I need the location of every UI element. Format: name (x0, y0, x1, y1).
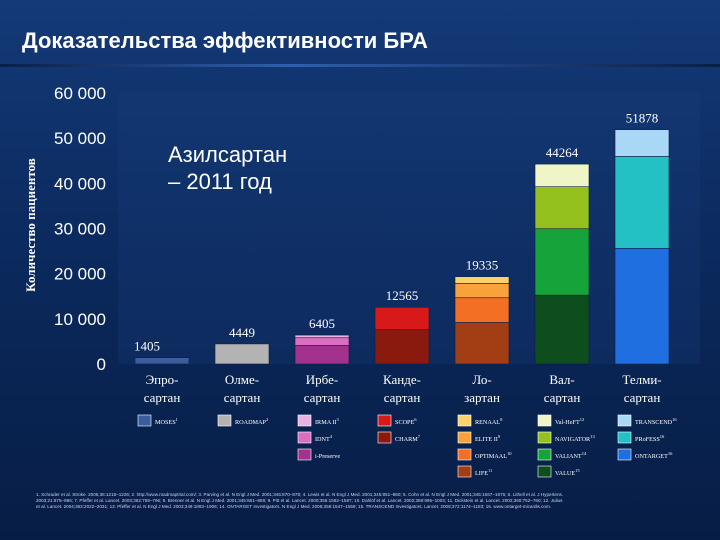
legend-label: RENAAL8 (475, 417, 503, 426)
bar-total-label: 4449 (229, 325, 255, 340)
category-label: Канде-сартан (383, 372, 421, 405)
y-tick-label: 60 000 (54, 84, 106, 103)
legend-swatch (537, 448, 552, 461)
legend-label: CHARM7 (395, 434, 421, 443)
bar-segment-value (534, 294, 590, 365)
bar-segment-roadmap (214, 343, 270, 365)
legend-label: VALUE15 (555, 468, 580, 477)
legend-swatch (137, 414, 152, 427)
y-tick-label: 0 (97, 355, 106, 374)
bar-segment-optimaal (454, 297, 510, 323)
bar-segment-irma-ii (294, 334, 350, 339)
legend-label: i-Preserve (315, 453, 340, 460)
legend-swatch (457, 448, 472, 461)
category-label: Ирбе-сартан (304, 372, 341, 405)
bar-segment-moses (134, 357, 190, 365)
category-label: Эпро-сартан (144, 372, 181, 405)
bar-total-label: 19335 (466, 258, 499, 273)
legend-swatch (617, 414, 632, 427)
category-label: Ло-зартан (464, 372, 500, 405)
legend-label: ELITE II9 (475, 434, 501, 443)
bar-total-label: 6405 (309, 316, 335, 331)
title-divider (0, 64, 720, 67)
bar-segment-ontarget (614, 247, 670, 365)
y-tick-label: 50 000 (54, 129, 106, 148)
legend-swatch (537, 465, 552, 478)
bar-segment-transcend (614, 129, 670, 157)
slide-title: Доказательства эффективности БРА (22, 28, 428, 53)
legend-label: OPTIMAAL10 (475, 451, 512, 460)
legend-swatch (377, 431, 392, 444)
legend-label: SCOPE6 (395, 417, 417, 426)
bar-segment-scope (374, 306, 430, 330)
bar-segment-life (454, 322, 510, 365)
bar-segment-i-preserve (294, 345, 350, 365)
references-footnote: 1. Schrader et al. Stroke. 2005;36:1218–… (36, 492, 564, 510)
legend-label: ROADMAP2 (235, 417, 268, 426)
bar-segment-renaal (454, 276, 510, 284)
legend-label: MOSES1 (155, 417, 178, 426)
legend-swatch (537, 431, 552, 444)
legend-label: VALIANT14 (555, 451, 587, 460)
legend-label: TRANSCEND16 (635, 417, 677, 426)
legend-swatch (377, 414, 392, 427)
bar-segment-elite-ii (454, 283, 510, 299)
bar-segment-val-heft (534, 163, 590, 188)
legend-swatch (457, 431, 472, 444)
bar-total-label: 12565 (386, 288, 419, 303)
legend-swatch (457, 414, 472, 427)
y-tick-label: 10 000 (54, 310, 106, 329)
category-label: Телми-сартан (622, 372, 661, 405)
bar-segment-profess (614, 156, 670, 249)
bar-segment-charm (374, 329, 430, 365)
legend-label: Val-HeFT12 (555, 417, 584, 426)
y-axis-label: Количество пациентов (23, 158, 38, 292)
legend-label: NAVIGATOR13 (555, 434, 595, 443)
legend-swatch (617, 448, 632, 461)
legend-label: IRMA II3 (315, 417, 339, 426)
bar-segment-navigator (534, 186, 590, 230)
legend-swatch (217, 414, 232, 427)
category-label: Олме-сартан (224, 372, 261, 405)
bar-segment-valiant (534, 228, 590, 296)
bar-total-label: 51878 (626, 111, 659, 126)
bar-segment-idnt (294, 337, 350, 346)
legend-swatch (297, 431, 312, 444)
azilsartan-annotation: Азилсартан – 2011 год (168, 142, 287, 194)
y-tick-label: 30 000 (54, 220, 106, 239)
legend-swatch (617, 431, 632, 444)
legend-label: IDNT4 (315, 434, 333, 443)
legend-swatch (297, 448, 312, 461)
legend-label: PRoFESS16 (635, 434, 665, 443)
legend-label: ONTARGET16 (635, 451, 673, 460)
legend-swatch (537, 414, 552, 427)
legend-swatch (297, 414, 312, 427)
y-tick-label: 40 000 (54, 174, 106, 193)
bar-total-label: 1405 (134, 339, 160, 354)
legend-swatch (457, 465, 472, 478)
legend-label: LIFE11 (475, 468, 492, 477)
y-tick-label: 20 000 (54, 265, 106, 284)
category-label: Вал-сартан (544, 372, 581, 405)
bar-total-label: 44264 (546, 145, 579, 160)
